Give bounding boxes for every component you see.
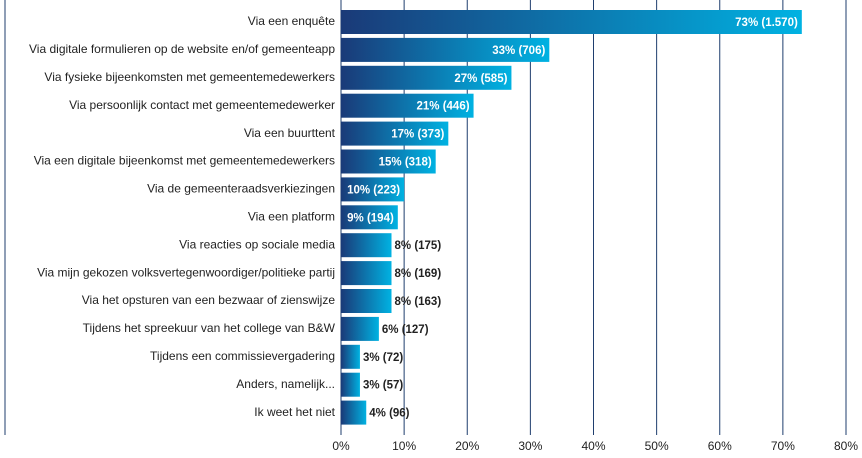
y-tick-label: Ik weet het niet <box>254 405 335 419</box>
x-tick-label: 30% <box>518 439 542 453</box>
y-tick-label: Tijdens een commissievergadering <box>150 349 335 363</box>
x-tick-label: 40% <box>581 439 605 453</box>
y-tick-label: Via digitale formulieren op de website e… <box>29 42 335 56</box>
y-tick-label: Via een digitale bijeenkomst met gemeent… <box>34 154 335 168</box>
x-tick-label: 10% <box>392 439 416 453</box>
bar <box>341 372 360 397</box>
x-tick-label: 20% <box>455 439 479 453</box>
x-tick-label: 0% <box>332 439 350 453</box>
y-tick-label: Via het opsturen van een bezwaar of zien… <box>82 293 336 307</box>
bar <box>341 205 398 230</box>
bar <box>341 93 474 118</box>
bar <box>341 344 360 369</box>
bar <box>341 261 392 286</box>
value-label: 3% (57) <box>363 380 403 392</box>
value-label: 8% (175) <box>395 240 442 252</box>
x-tick-label: 50% <box>645 439 669 453</box>
y-tick-label: Via fysieke bijeenkomsten met gemeenteme… <box>44 70 335 84</box>
value-label: 6% (127) <box>382 324 429 336</box>
x-tick-label: 60% <box>708 439 732 453</box>
y-tick-label: Via persoonlijk contact met gemeentemede… <box>69 98 335 112</box>
y-tick-label: Anders, namelijk... <box>236 377 335 391</box>
bar <box>341 65 512 90</box>
value-label: 4% (96) <box>369 408 409 420</box>
bar <box>341 10 802 34</box>
value-label: 10% (223) <box>347 184 400 196</box>
value-label: 17% (373) <box>391 129 444 141</box>
x-tick-label: 70% <box>771 439 795 453</box>
y-tick-label: Via mijn gekozen volksvertegenwoordiger/… <box>37 265 335 279</box>
value-label: 3% (72) <box>363 352 403 364</box>
value-label: 21% (446) <box>417 101 470 113</box>
bar <box>341 233 392 258</box>
bar <box>341 37 550 62</box>
bar <box>341 316 379 341</box>
value-label: 73% (1.570) <box>735 17 798 29</box>
value-label: 8% (163) <box>395 296 442 308</box>
bar <box>341 289 392 313</box>
y-tick-label: Via een enquête <box>248 14 336 28</box>
value-label: 8% (169) <box>395 268 442 280</box>
y-tick-label: Via reacties op sociale media <box>179 237 335 251</box>
y-tick-label: Via de gemeenteraadsverkiezingen <box>147 182 335 196</box>
y-tick-label: Via een platform <box>248 209 335 223</box>
value-label: 9% (194) <box>347 212 394 224</box>
y-tick-label: Via een buurttent <box>244 126 336 140</box>
bar <box>341 149 436 174</box>
y-tick-label: Tijdens het spreekuur van het college va… <box>83 321 336 335</box>
bar <box>341 121 449 146</box>
value-label: 33% (706) <box>492 45 545 57</box>
bar <box>341 400 367 425</box>
bar <box>341 177 405 202</box>
x-tick-label: 80% <box>834 439 858 453</box>
value-label: 15% (318) <box>379 157 432 169</box>
value-label: 27% (585) <box>454 73 507 85</box>
